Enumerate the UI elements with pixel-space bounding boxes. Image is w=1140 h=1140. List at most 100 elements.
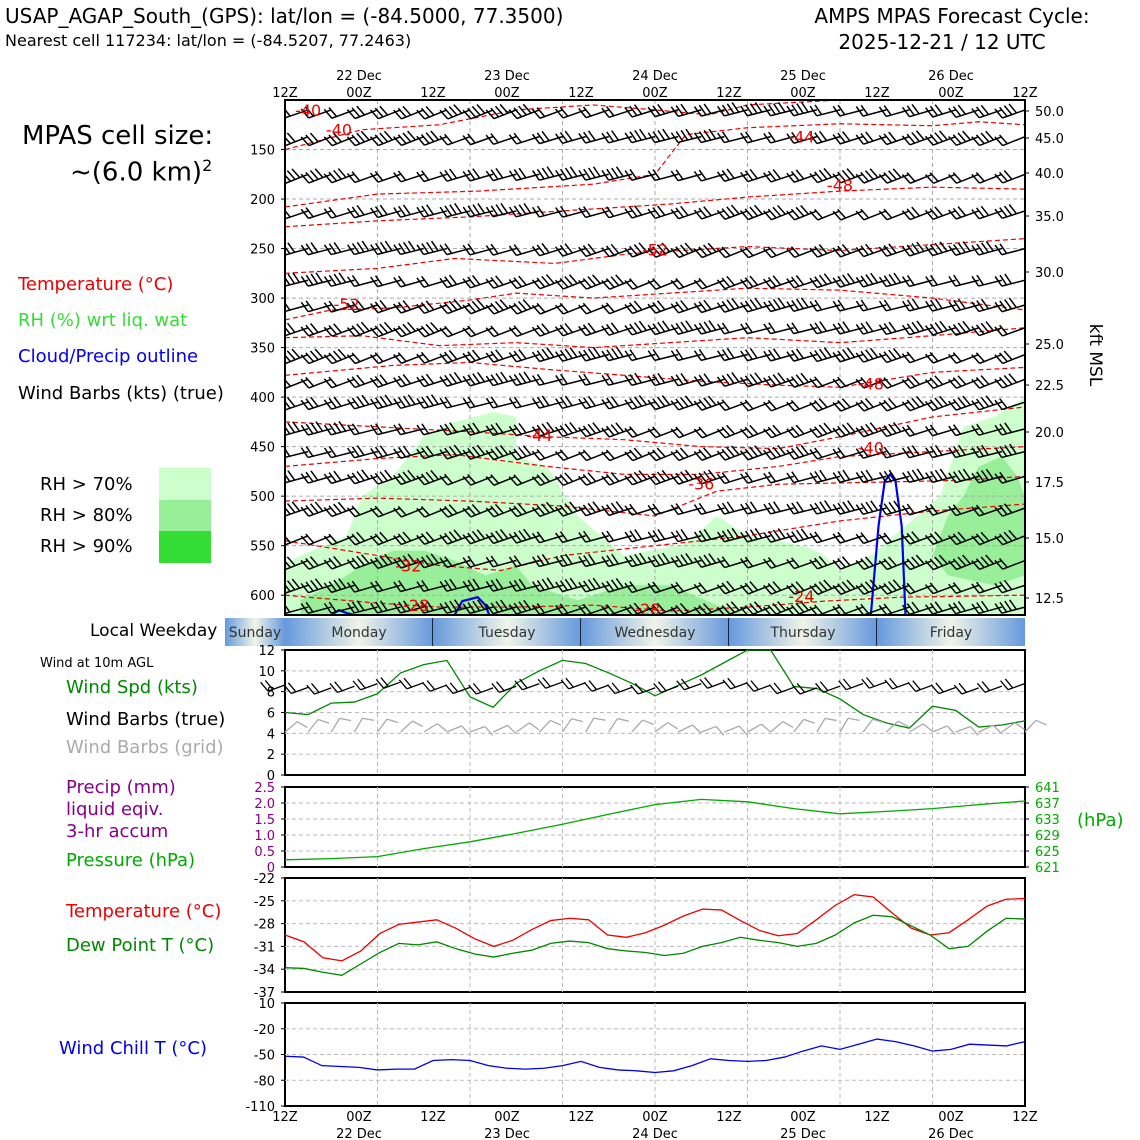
wind-barb-feather (693, 450, 703, 461)
wind-barb-feather (477, 202, 486, 214)
wind-barb-feather (929, 377, 939, 387)
wind-barb-feather (629, 530, 638, 541)
wind-barb-feather (508, 304, 518, 315)
wind-barb-feather (675, 426, 685, 437)
wind-barb-feather (615, 501, 624, 512)
wind-barb (693, 206, 725, 220)
wind-barb-shaft (609, 606, 633, 615)
wind-barb-feather (800, 297, 809, 308)
wind-barb (624, 394, 656, 410)
wind-barb-shaft (608, 718, 618, 733)
wind-barb-feather (569, 577, 578, 589)
wind-barb (346, 374, 378, 389)
wind-barb-feather (300, 326, 310, 337)
wind-barb-feather (462, 278, 471, 289)
wind-barb-feather (842, 274, 851, 285)
wind-barb-feather (601, 427, 610, 438)
wind-barb-feather (588, 680, 598, 690)
wind-barb-feather (485, 425, 494, 436)
wind-barb-feather (680, 129, 689, 141)
wind-barb-feather (814, 604, 823, 615)
wind-barb-feather (610, 322, 620, 333)
wind-barb-feather (647, 451, 657, 462)
wind-barb-feather (953, 684, 963, 695)
wind-barb-feather (393, 327, 403, 338)
wind-barb-feather (962, 468, 971, 480)
wind-barb-feather (693, 504, 702, 515)
wind-barb (716, 580, 748, 595)
wind-barb-shaft (886, 135, 910, 146)
wind-barb-feather (731, 297, 740, 309)
wind-barb-feather (606, 373, 615, 385)
wind-barb-feather (615, 577, 624, 589)
wind-barb-shaft (753, 684, 771, 692)
wind-barb (878, 532, 910, 545)
wind-barb (832, 556, 864, 570)
wind-barb (925, 298, 956, 312)
wind-barb-feather (592, 577, 601, 589)
wind-barb-shaft (447, 327, 471, 338)
wind-barb-feather (975, 324, 985, 335)
wind-barb-feather (582, 425, 592, 436)
wind-barb-feather (300, 378, 310, 389)
wind-barb-feather (994, 136, 1004, 147)
wind-barb-feather (716, 248, 726, 259)
wind-barb-feather (260, 376, 268, 388)
wind-barb-feather (582, 449, 592, 460)
wind-barb-feather (379, 323, 389, 334)
wind-barb-feather (328, 325, 338, 335)
wind-barb-feather (809, 300, 818, 312)
wind-barb-feather (578, 605, 587, 615)
wind-barb-feather (430, 240, 439, 252)
wind-barb-feather (731, 372, 740, 383)
wind-barb-feather (285, 172, 292, 182)
wind-barb-feather (286, 397, 296, 408)
wind-barb (677, 724, 702, 734)
wind-barb-feather (934, 206, 944, 217)
wind-barb-shaft (331, 507, 355, 518)
wind-barb (554, 106, 586, 119)
wind-barb-feather (601, 582, 610, 593)
wind-barb (948, 172, 980, 184)
wind-barb-feather (379, 374, 388, 385)
wind-barb (763, 501, 794, 515)
wind-barb-feather (675, 555, 684, 567)
cross-section-plot: -40-40 -44-48-52-52-48-44-40-36-32-28 -28-… (260, 100, 1025, 615)
wind-barb-feather (860, 104, 869, 116)
wind-barb-feather (305, 504, 314, 515)
wind-barb-feather (430, 553, 439, 564)
wind-barb-feather (832, 605, 842, 615)
wind-barb-feather (300, 136, 310, 147)
wind-barb-feather (583, 397, 592, 408)
wind-barb-feather (425, 554, 435, 566)
bottom-hour-label: 00Z (642, 1110, 668, 1125)
wind-barb (578, 166, 609, 181)
wind-barb-feather (605, 449, 615, 460)
precip-label-1: Precip (mm) (66, 777, 176, 798)
wind-barb (786, 275, 818, 289)
wind-barb-feather (855, 352, 865, 363)
wind-barb (693, 502, 725, 515)
wind-barb-feather (587, 243, 597, 254)
wind-barb-feather (901, 505, 911, 516)
wind-barb-feather (508, 245, 517, 256)
wind-barb-feather (962, 130, 971, 141)
wind-barb-feather (838, 680, 847, 691)
wind-barb-feather (911, 298, 920, 309)
wind-barb-feather (265, 469, 272, 481)
wind-barb-feather (338, 420, 347, 432)
wind-barb-feather (285, 243, 291, 255)
wind-barb (763, 581, 795, 595)
wind-barb (739, 580, 771, 595)
wind-barb-feather (513, 325, 523, 336)
wind-barb-feather (809, 503, 818, 515)
wind-barb-feather (260, 171, 268, 183)
wind-barb-feather (499, 528, 509, 540)
wind-barb-shaft (591, 684, 609, 692)
wind-barb-feather (351, 134, 361, 145)
wind-barb-feather (860, 171, 870, 182)
wind-barb-shaft (401, 109, 425, 120)
wind-barb-feather (652, 426, 661, 437)
wind-barb-feather (883, 245, 892, 256)
wind-barb-feather (541, 348, 550, 360)
